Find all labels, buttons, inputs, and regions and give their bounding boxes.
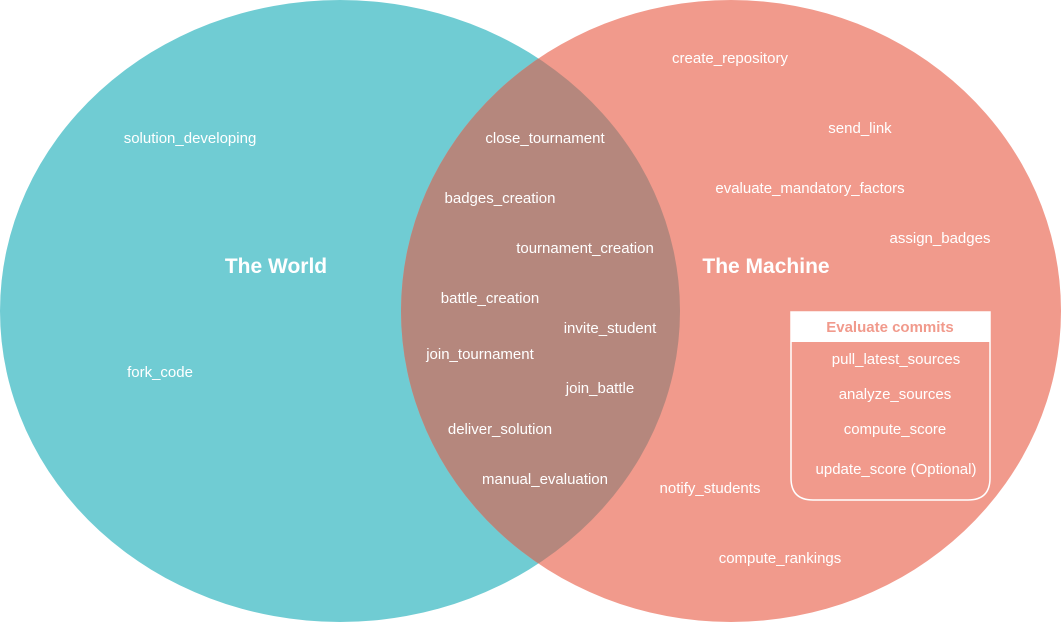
machine-item: compute_rankings (719, 550, 842, 567)
shared-item: close_tournament (485, 130, 605, 147)
shared-item: manual_evaluation (482, 471, 608, 488)
evaluate-commits-item: compute_score (844, 421, 947, 438)
evaluate-commits-title-bg (791, 312, 990, 342)
machine-item: evaluate_mandatory_factors (715, 180, 904, 197)
shared-item: tournament_creation (516, 240, 654, 257)
shared-item: invite_student (564, 320, 657, 337)
machine-item: create_repository (672, 50, 788, 67)
machine-item: send_link (828, 120, 892, 137)
shared-item: join_tournament (425, 346, 534, 363)
evaluate-commits-item: update_score (Optional) (816, 461, 977, 478)
evaluate-commits-item: analyze_sources (839, 386, 952, 403)
shared-item: join_battle (565, 380, 634, 397)
machine-item: notify_students (660, 480, 761, 497)
machine-item: assign_badges (890, 230, 991, 247)
shared-item: deliver_solution (448, 421, 552, 438)
shared-item: badges_creation (445, 190, 556, 207)
evaluate-commits-title: Evaluate commits (826, 319, 954, 336)
world-title: The World (225, 255, 327, 278)
shared-item: battle_creation (441, 290, 539, 307)
world-item: fork_code (127, 364, 193, 381)
evaluate-commits-box: Evaluate commits pull_latest_sources ana… (790, 311, 991, 501)
world-item: solution_developing (124, 130, 257, 147)
evaluate-commits-item: pull_latest_sources (832, 351, 960, 368)
evaluate-commits-box-border (790, 311, 991, 501)
machine-title: The Machine (702, 255, 829, 278)
overlap-region (401, 0, 680, 622)
